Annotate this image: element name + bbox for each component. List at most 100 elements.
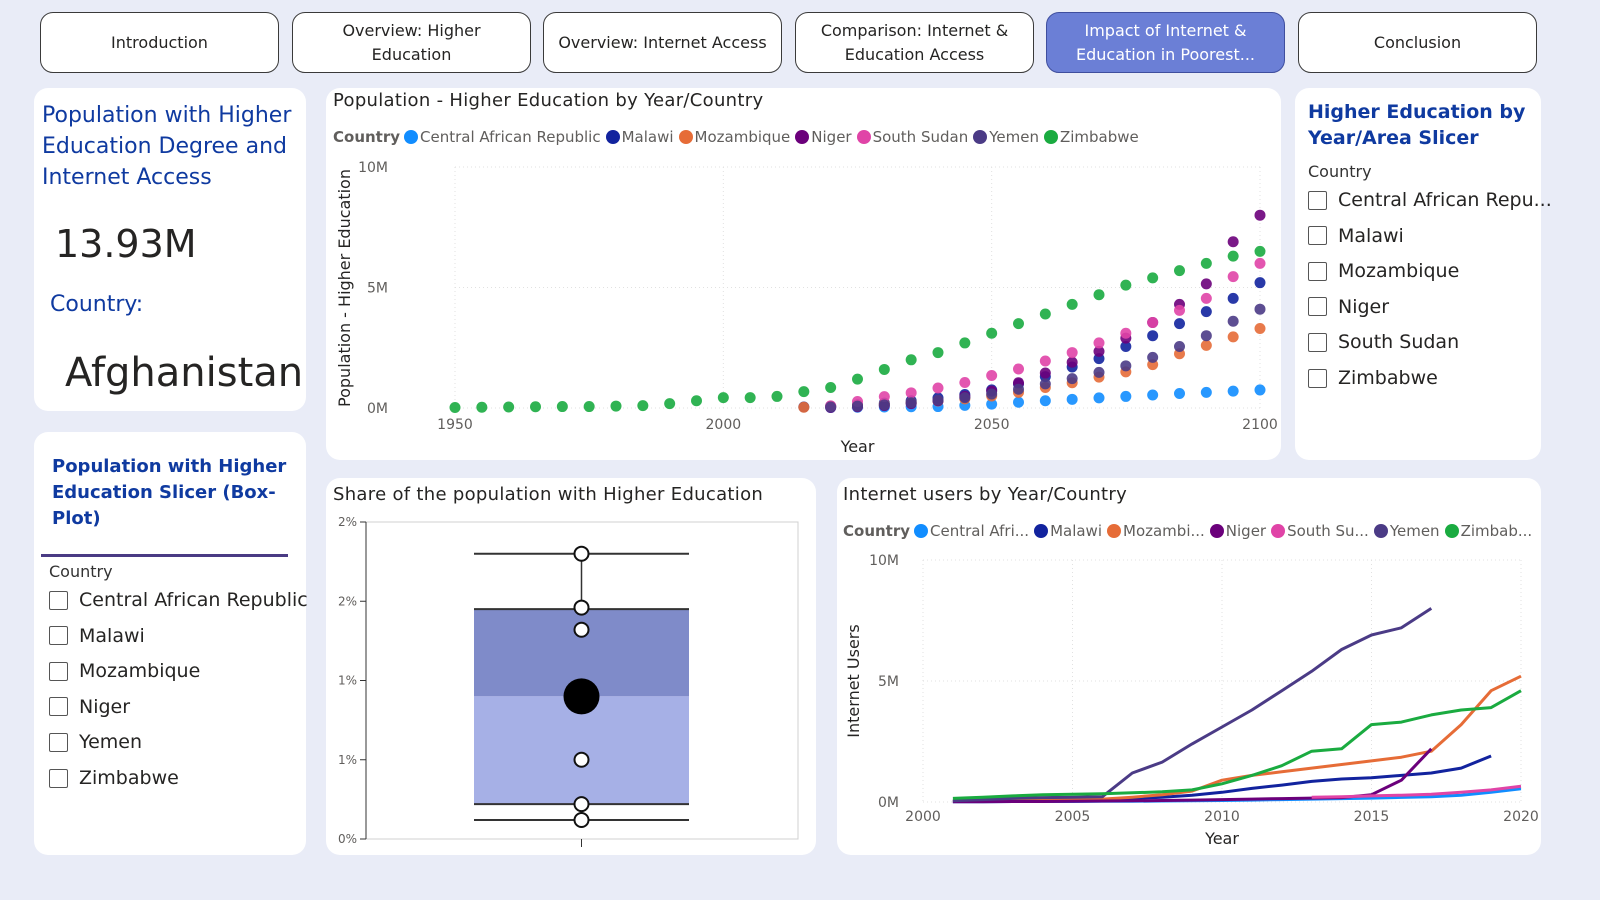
scatter-point[interactable] (825, 382, 837, 394)
boxplot-slicer-item[interactable]: Niger (49, 696, 130, 718)
scatter-point[interactable] (1227, 250, 1239, 262)
scatter-point[interactable] (798, 386, 810, 398)
legend-item[interactable]: Yemen (973, 128, 1039, 146)
scatter-point[interactable] (1147, 330, 1159, 342)
scatter-point[interactable] (1200, 386, 1212, 398)
scatter-point[interactable] (905, 397, 917, 409)
scatter-point[interactable] (1039, 308, 1051, 320)
series-line[interactable] (952, 674, 1522, 803)
scatter-point[interactable] (986, 398, 998, 410)
box-point[interactable] (573, 545, 590, 562)
scatter-point[interactable] (932, 394, 944, 406)
scatter-point[interactable] (1254, 245, 1266, 257)
legend-item[interactable]: Malawi (605, 128, 674, 146)
series-line[interactable] (952, 689, 1522, 800)
checkbox[interactable] (49, 768, 68, 788)
scatter-point[interactable] (878, 391, 890, 403)
scatter-point[interactable] (1093, 366, 1105, 378)
scatter-point[interactable] (717, 392, 729, 404)
checkbox[interactable] (1308, 226, 1327, 246)
scatter-point[interactable] (878, 399, 890, 411)
scatter-point[interactable] (1093, 289, 1105, 301)
checkbox[interactable] (1308, 297, 1327, 317)
scatter-point[interactable] (1174, 388, 1185, 400)
scatter-point[interactable] (1039, 378, 1051, 390)
scatter-point[interactable] (1200, 330, 1212, 342)
scatter-point[interactable] (986, 327, 998, 339)
scatter-point[interactable] (1147, 272, 1159, 284)
scatter-point[interactable] (932, 347, 944, 359)
scatter-point[interactable] (1254, 209, 1266, 221)
legend-item[interactable]: South Sudan (856, 128, 968, 146)
area-slicer-item[interactable]: Zimbabwe (1308, 367, 1438, 389)
scatter-point[interactable] (1174, 318, 1185, 330)
scatter-point[interactable] (1227, 236, 1239, 248)
scatter-point[interactable] (1200, 278, 1212, 290)
scatter-point[interactable] (1227, 315, 1239, 327)
scatter-point[interactable] (959, 337, 971, 349)
checkbox[interactable] (49, 661, 68, 681)
scatter-point[interactable] (1013, 363, 1024, 375)
boxplot-slicer-item[interactable]: Central African Republic (49, 589, 308, 611)
scatter-point[interactable] (583, 401, 595, 413)
scatter-point[interactable] (664, 398, 676, 410)
scatter-point[interactable] (1200, 257, 1212, 269)
scatter-point[interactable] (1013, 318, 1024, 330)
area-slicer-item[interactable]: South Sudan (1308, 331, 1459, 353)
scatter-point[interactable] (1200, 292, 1212, 304)
legend-item[interactable]: Niger (1209, 522, 1266, 540)
checkbox[interactable] (49, 626, 68, 646)
boxplot-slicer-item[interactable]: Zimbabwe (49, 767, 179, 789)
scatter-point[interactable] (959, 392, 971, 404)
scatter-point[interactable] (503, 401, 515, 413)
scatter-point[interactable] (610, 400, 622, 412)
scatter-point[interactable] (1039, 355, 1051, 367)
scatter-point[interactable] (691, 395, 702, 407)
scatter-point[interactable] (1254, 303, 1266, 315)
scatter-point[interactable] (1227, 292, 1239, 304)
scatter-point[interactable] (1120, 341, 1132, 353)
legend-item[interactable]: Mozambique (678, 128, 790, 146)
scatter-point[interactable] (1147, 351, 1159, 363)
scatter-point[interactable] (771, 390, 783, 402)
scatter-point[interactable] (556, 401, 568, 413)
scatter-point[interactable] (905, 354, 917, 366)
boxplot-slicer-item[interactable]: Malawi (49, 625, 145, 647)
checkbox[interactable] (1308, 368, 1327, 388)
legend-item[interactable]: Niger (795, 128, 852, 146)
scatter-point[interactable] (1120, 360, 1132, 372)
legend-item[interactable]: Zimbabwe (1043, 128, 1139, 146)
box-point[interactable] (573, 811, 590, 828)
nav-button-impact-poorest[interactable]: Impact of Internet & Education in Poores… (1046, 12, 1285, 73)
legend-item[interactable]: Mozambi... (1107, 522, 1205, 540)
legend-item[interactable]: Zimbab... (1444, 522, 1532, 540)
legend-item[interactable]: Central African Republic (404, 128, 601, 146)
checkbox[interactable] (1308, 190, 1327, 210)
checkbox[interactable] (1308, 332, 1327, 352)
scatter-point[interactable] (1174, 341, 1185, 353)
scatter-point[interactable] (986, 369, 998, 381)
checkbox[interactable] (49, 697, 68, 717)
scatter-point[interactable] (1066, 373, 1078, 385)
scatter-point[interactable] (1093, 392, 1105, 404)
box-point[interactable] (573, 751, 590, 768)
box-point[interactable] (573, 796, 590, 813)
scatter-point[interactable] (1227, 271, 1239, 283)
scatter-point[interactable] (1254, 257, 1266, 269)
scatter-point[interactable] (476, 401, 488, 413)
scatter-point[interactable] (1254, 277, 1266, 289)
legend-item[interactable]: Yemen (1373, 522, 1440, 540)
scatter-point[interactable] (1174, 265, 1185, 277)
scatter-point[interactable] (959, 376, 971, 388)
area-slicer-item[interactable]: Central African Repu... (1308, 189, 1552, 211)
scatter-point[interactable] (1174, 304, 1185, 316)
scatter-point[interactable] (1066, 393, 1078, 405)
scatter-point[interactable] (1013, 396, 1024, 408)
box-mean-marker[interactable] (563, 678, 600, 715)
box-point[interactable] (573, 621, 590, 638)
boxplot-slicer-item[interactable]: Mozambique (49, 660, 200, 682)
scatter-point[interactable] (1093, 337, 1105, 349)
box-point[interactable] (573, 599, 590, 616)
series-line[interactable] (952, 607, 1433, 803)
nav-button-conclusion[interactable]: Conclusion (1298, 12, 1537, 73)
